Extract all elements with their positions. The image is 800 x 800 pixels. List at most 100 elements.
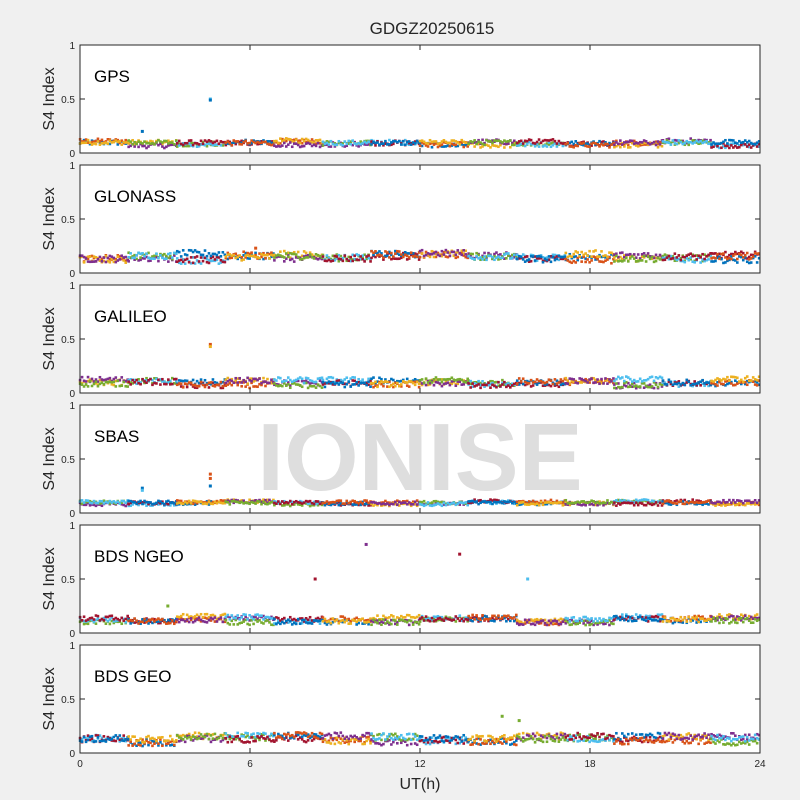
data-point	[644, 384, 648, 388]
panel-label: GALILEO	[94, 307, 167, 326]
data-point	[189, 139, 193, 142]
data-point	[396, 499, 399, 502]
data-point	[187, 260, 191, 264]
data-point	[689, 140, 693, 144]
data-point	[203, 502, 207, 505]
data-point	[96, 137, 100, 141]
data-point	[661, 379, 665, 382]
data-point	[283, 256, 286, 259]
data-point	[129, 144, 132, 148]
data-point	[658, 382, 662, 386]
data-point	[211, 143, 215, 147]
data-point	[483, 251, 486, 255]
data-point	[493, 144, 496, 147]
data-point	[370, 143, 373, 146]
data-point	[209, 616, 213, 620]
data-point	[444, 140, 448, 144]
data-point	[203, 249, 207, 252]
data-point	[370, 502, 373, 506]
data-point	[640, 502, 644, 505]
data-point	[679, 140, 683, 144]
data-point	[256, 620, 259, 623]
data-point	[102, 259, 106, 263]
data-point	[92, 255, 96, 258]
data-point	[343, 385, 347, 389]
data-point	[503, 500, 506, 503]
data-point	[191, 256, 195, 259]
data-point	[189, 617, 193, 620]
data-point	[213, 616, 217, 619]
data-point	[673, 142, 677, 145]
data-point	[283, 501, 286, 505]
data-point	[339, 504, 343, 507]
data-point	[248, 257, 251, 260]
data-point	[509, 145, 512, 149]
data-point	[572, 501, 576, 505]
data-point	[687, 253, 691, 256]
data-point	[409, 380, 413, 383]
data-point	[264, 619, 267, 623]
data-point	[108, 261, 112, 264]
data-point	[564, 142, 568, 146]
data-point	[327, 256, 331, 260]
data-point	[716, 256, 719, 260]
data-point	[244, 254, 247, 257]
data-point	[171, 257, 174, 261]
data-point	[175, 499, 179, 502]
data-point	[584, 501, 587, 504]
data-point	[741, 501, 745, 505]
data-point	[413, 500, 417, 504]
data-point	[320, 503, 324, 507]
data-point	[284, 257, 288, 260]
data-point	[141, 377, 144, 381]
data-point	[219, 140, 223, 143]
data-point	[699, 142, 702, 145]
data-point	[397, 250, 401, 253]
data-point	[378, 255, 381, 258]
data-point	[396, 252, 399, 255]
data-point	[215, 381, 219, 385]
data-point	[493, 614, 496, 618]
data-point	[137, 378, 140, 381]
data-point	[430, 145, 434, 149]
data-point	[444, 248, 448, 252]
data-point	[661, 140, 665, 143]
data-point	[473, 498, 476, 501]
data-point	[203, 139, 207, 142]
data-point	[108, 499, 112, 503]
data-point	[529, 259, 533, 263]
data-point	[497, 139, 500, 142]
data-point	[195, 613, 199, 617]
data-point	[430, 252, 434, 256]
data-point	[396, 616, 399, 619]
data-point	[464, 143, 468, 147]
data-point	[574, 261, 578, 264]
data-point	[505, 385, 508, 389]
data-point	[329, 139, 333, 143]
data-point	[489, 254, 492, 258]
data-point	[537, 501, 541, 505]
data-point	[250, 139, 253, 142]
data-point	[555, 142, 559, 145]
data-point	[118, 258, 122, 261]
data-point	[481, 145, 484, 148]
data-point	[345, 619, 349, 622]
data-point	[612, 381, 615, 385]
data-point	[380, 502, 383, 506]
data-point	[374, 250, 377, 253]
data-point	[185, 385, 189, 389]
data-point	[469, 256, 472, 260]
data-point	[549, 498, 553, 502]
data-point	[367, 140, 370, 143]
data-point	[94, 256, 98, 259]
data-point	[100, 500, 104, 503]
data-point	[549, 145, 553, 149]
data-point	[390, 253, 393, 257]
data-point	[145, 381, 148, 385]
data-point	[242, 381, 245, 384]
data-point	[260, 383, 263, 387]
data-point	[430, 140, 434, 144]
data-point	[677, 141, 681, 145]
data-point	[378, 618, 381, 622]
data-point	[420, 252, 424, 255]
